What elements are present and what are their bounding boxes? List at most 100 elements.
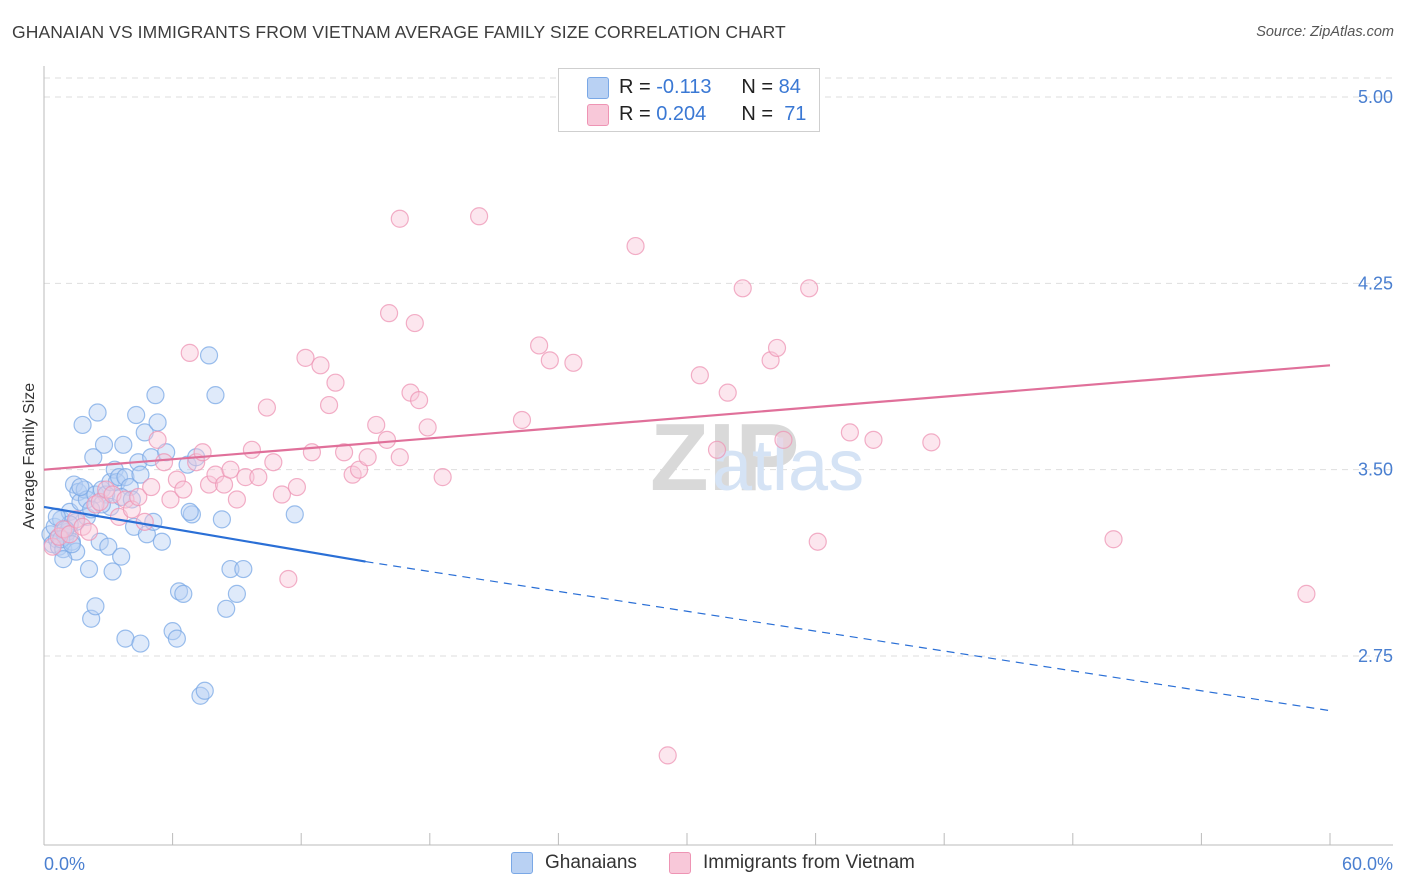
vietnam-point [199,475,219,494]
legend-item-ghanaians[interactable]: Ghanaians [511,852,637,874]
watermark-atlas: atlas [712,426,864,506]
vietnam-point [302,443,322,462]
vietnam-point [433,468,452,487]
ghanaian-point [212,510,231,529]
legend-bottom: Ghanaians Immigrants from Vietnam [0,852,1406,878]
y-tick-label: 2.75 [1358,646,1393,666]
y-axis-label: Average Family Size [21,383,38,530]
vietnam-point [733,279,752,298]
legend-stats-box: R = -0.113 N = 84 R = 0.204 N = 71 [558,68,820,132]
vietnam-point [249,468,268,487]
vietnam-point [405,313,424,333]
ghanaian-point [116,468,135,487]
vietnam-point [264,453,283,472]
vietnam-point [390,448,409,467]
vietnam-point [840,423,859,442]
vietnam-point [864,430,883,449]
vietnam-point [167,470,186,489]
legend-swatch-vietnam [669,852,691,874]
vietnam-point [774,430,793,449]
ghanaian-point [79,559,99,579]
ghanaian-point [227,584,246,603]
vietnam-point [221,460,240,479]
vietnam-point [287,477,307,497]
legend-swatch-ghanaians [511,852,533,874]
ghanaian-point [217,599,236,618]
vietnam-point [135,512,154,531]
ghanaian-trend-extension [365,560,1331,712]
legend-item-vietnam[interactable]: Immigrants from Vietnam [669,852,915,874]
ghanaian-point [285,505,304,524]
y-tick-label: 4.25 [1358,273,1393,293]
legend-row-ghanaians: R = -0.113 N = 84 [619,74,801,100]
ghanaian-point [148,413,167,432]
y-tick-label: 3.50 [1358,460,1393,480]
points-layer [41,207,1316,765]
vietnam-point [367,415,386,435]
vietnam-point [707,440,727,459]
vietnam-point [349,460,369,479]
legend-n-value: 84 [778,75,801,98]
ghanaian-point [131,634,150,653]
ghanaian-point [182,505,201,524]
vietnam-point [43,537,62,556]
legend-r-value: 0.204 [656,102,707,125]
vietnam-point [242,440,262,459]
ghanaian-point [180,502,199,522]
legend-n-label: N = [741,102,774,125]
vietnam-point [626,236,645,256]
x-tick-label-max: 60.0% [1342,854,1393,874]
ghanaian-point [195,681,214,700]
vietnam-point [409,391,429,410]
vietnam-point [174,480,193,499]
vietnam-point [142,477,161,497]
vietnam-point [257,398,277,417]
ghanaian-point [221,559,240,579]
ghanaian-point [99,537,118,556]
legend-n-label: N = [741,75,774,98]
ghanaian-point [152,532,171,551]
vietnam-point [358,448,377,467]
legend-r-value: -0.113 [656,75,712,98]
ghanaian-point [54,550,73,569]
ghanaian-point [112,547,131,566]
ghanaian-trend-line [43,505,366,563]
vietnam-point [227,490,246,509]
ghanaian-point [146,386,165,405]
vietnam-point [79,522,99,541]
vietnam-point [512,410,532,430]
legend-row-vietnam: R = 0.204 N = 71 [619,101,806,127]
vietnam-trend-line [43,364,1331,471]
axis-layer: 2.75 3.50 4.25 5.00 [43,66,1393,846]
vietnam-point [808,532,827,551]
ghanaian-point [127,405,146,425]
legend-label-vietnam: Immigrants from Vietnam [703,852,915,873]
vietnam-point [272,485,292,504]
ghanaian-point [199,346,219,365]
vietnam-point [154,453,174,472]
chart-title: GHANAIAN VS IMMIGRANTS FROM VIETNAM AVER… [12,22,786,42]
vietnam-point [180,343,199,362]
legend-r-label: R = [619,102,651,125]
legend-label-ghanaians: Ghanaians [545,852,637,873]
vietnam-point [311,356,330,375]
vietnam-point [658,746,677,765]
ghanaian-point [103,562,122,581]
vietnam-point [718,383,737,402]
vietnam-point [690,366,709,385]
y-tick-label: 5.00 [1358,87,1393,107]
ghanaian-point [234,559,253,579]
ghanaian-point [94,435,114,454]
watermark-zip: ZIP [650,404,799,511]
chart-source: Source: ZipAtlas.com [1256,24,1394,40]
vietnam-point [161,490,180,509]
vietnam-point [1104,530,1123,549]
vietnam-point [296,348,315,367]
vietnam-point [390,209,409,228]
ghanaian-point [73,415,92,435]
vietnam-point [418,418,437,437]
vietnam-point [236,468,255,487]
vietnam-point [469,207,489,226]
legend-swatch-vietnam [587,104,609,126]
